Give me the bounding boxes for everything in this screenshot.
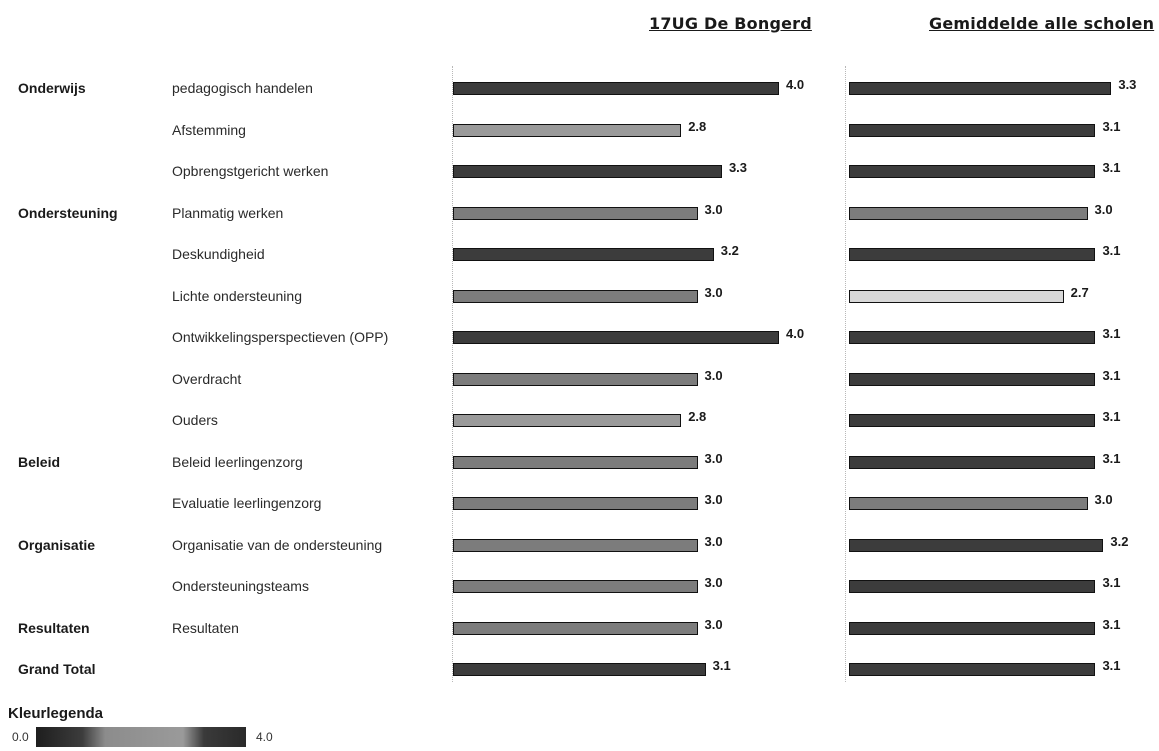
row-label: Planmatig werken	[172, 204, 284, 221]
bar-school	[453, 165, 722, 178]
row-label: Evaluatie leerlingenzorg	[172, 495, 322, 511]
bar-value-label: 2.8	[688, 409, 707, 424]
bar-average	[849, 331, 1096, 344]
bar-value-label: 3.0	[704, 367, 723, 383]
bar-average	[849, 580, 1096, 593]
column-title-school: 17UG De Bongerd	[649, 14, 812, 33]
bar-value-label: 3.1	[1102, 658, 1121, 673]
bar-value-label: 3.0	[704, 492, 723, 507]
bar-value-label: 3.1	[1102, 575, 1121, 590]
bar-average	[849, 372, 1096, 386]
bar-school	[453, 663, 706, 676]
bar-value-label: 3.1	[1102, 367, 1121, 383]
panel-divider-average	[845, 66, 846, 682]
bar-value-label: 4.0	[786, 77, 805, 92]
bar-school	[453, 372, 698, 386]
bar-value-label: 3.0	[704, 284, 723, 300]
legend-title: Kleurlegenda	[8, 705, 104, 722]
bar-value-label: 3.0	[704, 201, 723, 217]
bar-value-label: 3.1	[1102, 326, 1121, 341]
bar-value-label: 3.0	[704, 616, 723, 632]
bar-average	[849, 455, 1096, 469]
bar-value-label: 3.0	[1094, 492, 1113, 507]
bar-value-label: 3.1	[1102, 160, 1121, 175]
row-label: Resultaten	[172, 619, 239, 636]
bar-value-label: 3.2	[720, 243, 739, 258]
bar-value-label: 3.3	[728, 160, 748, 175]
legend-gradient-bar	[36, 727, 246, 747]
bar-value-label: 3.1	[1102, 118, 1121, 134]
row-label: Organisatie van de ondersteuning	[172, 536, 383, 553]
bar-average	[849, 82, 1112, 95]
bar-school	[453, 123, 682, 137]
bar-school	[453, 538, 698, 552]
row-label: Ondersteuningsteams	[172, 578, 309, 594]
bar-value-label: 3.0	[1094, 201, 1113, 217]
bar-average	[849, 248, 1096, 261]
bar-school	[453, 497, 698, 510]
bar-value-label: 3.0	[704, 450, 723, 466]
legend-max-label: 4.0	[256, 730, 273, 744]
bar-value-label: 3.0	[704, 575, 723, 590]
bar-average	[849, 621, 1096, 635]
row-label: Overdracht	[172, 370, 242, 387]
bar-school	[453, 331, 779, 344]
row-label: Lichte ondersteuning	[172, 287, 302, 304]
category-label: Onderwijs	[18, 80, 86, 96]
bar-value-label: 3.1	[1102, 409, 1121, 424]
bar-value-label: 3.3	[1118, 77, 1137, 92]
row-label: Opbrengstgericht werken	[172, 163, 329, 179]
bar-average	[849, 289, 1064, 303]
bar-value-label: 2.7	[1070, 284, 1089, 300]
bar-average	[849, 414, 1096, 427]
row-label: Deskundigheid	[172, 246, 265, 262]
bar-average	[849, 206, 1088, 220]
bar-value-label: 3.1	[1102, 243, 1121, 258]
bar-school	[453, 82, 779, 95]
row-label: Ouders	[172, 412, 218, 428]
bar-school	[453, 455, 698, 469]
bar-school	[453, 248, 714, 261]
row-label: Beleid leerlingenzorg	[172, 453, 303, 470]
category-label: Organisatie	[18, 536, 96, 553]
bar-school	[453, 414, 682, 427]
bar-value-label: 3.2	[1110, 533, 1129, 549]
category-label: Ondersteuning	[18, 204, 118, 221]
row-label: Afstemming	[172, 121, 246, 138]
row-label: pedagogisch handelen	[172, 80, 313, 96]
category-label: Grand Total	[18, 661, 96, 677]
column-title-average: Gemiddelde alle scholen	[929, 14, 1155, 33]
bar-value-label: 3.1	[712, 658, 731, 673]
category-label: Beleid	[18, 453, 61, 470]
legend-min-label: 0.0	[12, 730, 29, 744]
category-label: Resultaten	[18, 619, 90, 636]
bar-value-label: 3.1	[1102, 450, 1121, 466]
bar-average	[849, 497, 1088, 510]
bar-value-label: 3.1	[1102, 616, 1121, 632]
bar-value-label: 3.0	[704, 533, 723, 549]
bar-school	[453, 289, 698, 303]
bar-average	[849, 538, 1104, 552]
panel-divider-school	[452, 66, 453, 682]
bar-average	[849, 123, 1096, 137]
bar-school	[453, 206, 698, 220]
bar-school	[453, 580, 698, 593]
bar-school	[453, 621, 698, 635]
bar-average	[849, 165, 1096, 178]
bar-value-label: 2.8	[688, 118, 707, 134]
bar-value-label: 4.0	[786, 326, 805, 341]
bar-average	[849, 663, 1096, 676]
row-label: Ontwikkelingsperspectieven (OPP)	[172, 329, 389, 345]
